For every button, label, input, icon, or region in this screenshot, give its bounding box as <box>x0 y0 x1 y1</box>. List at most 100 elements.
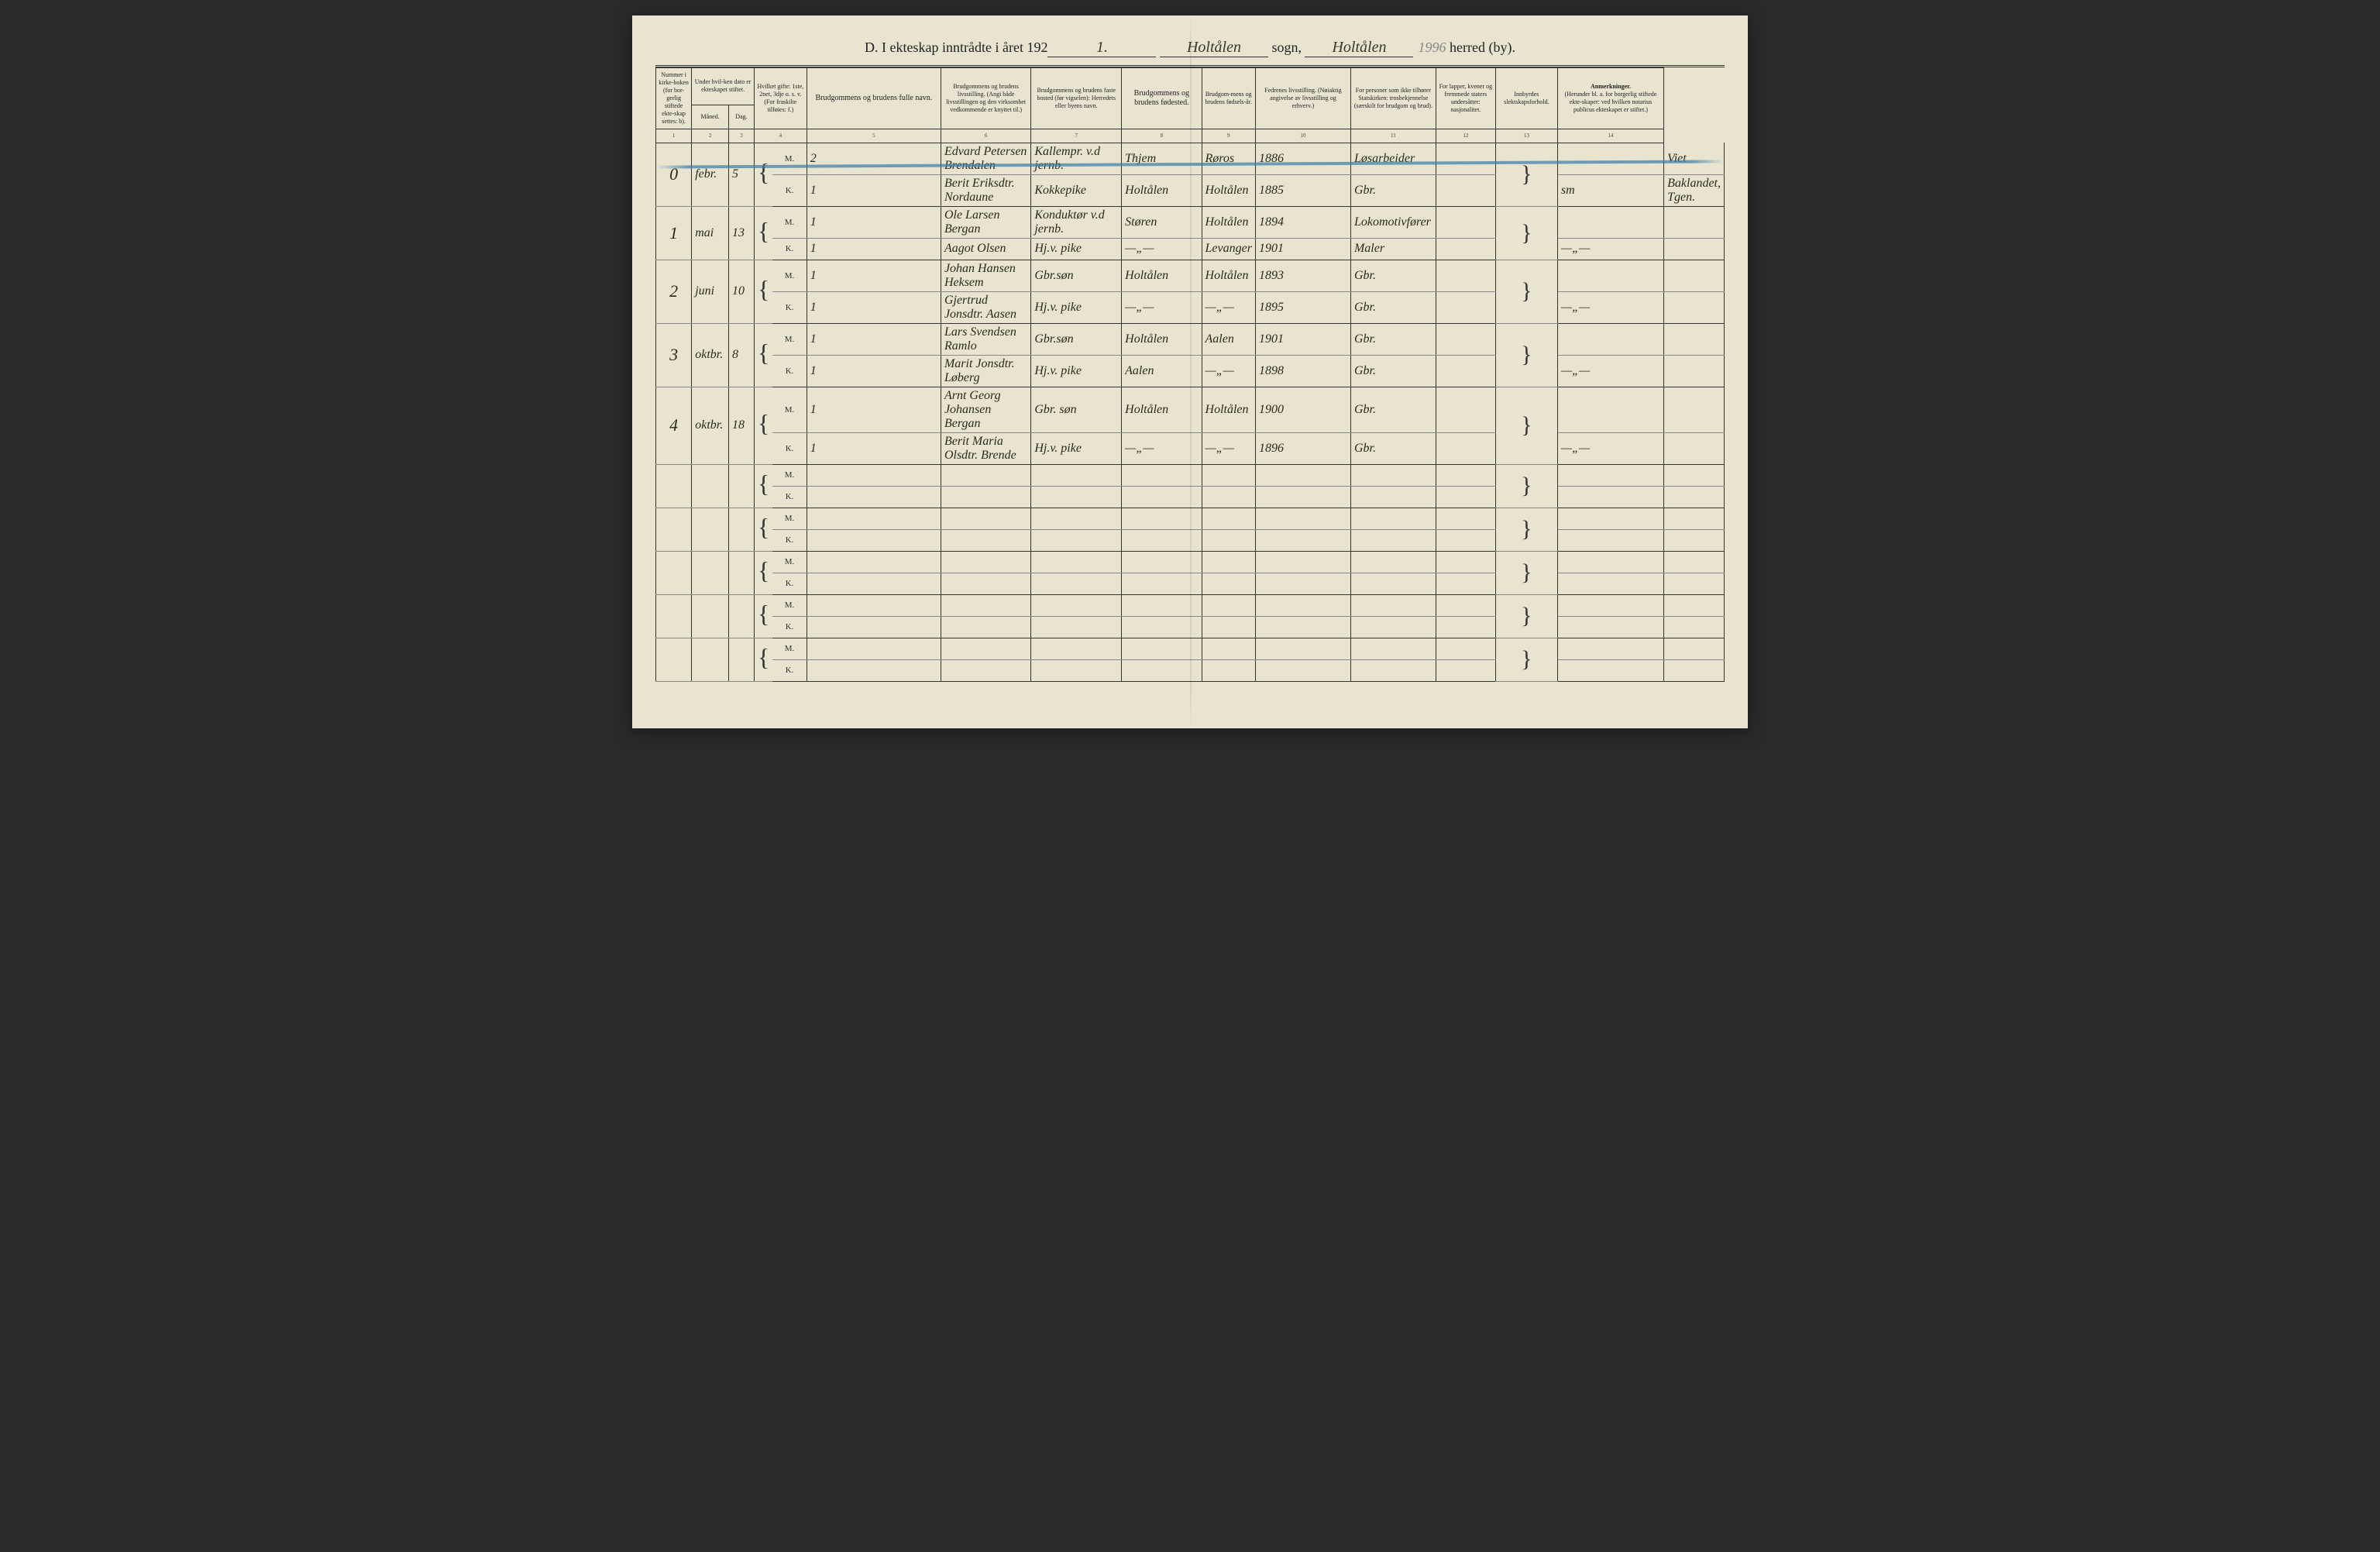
far-stilling <box>1350 486 1436 508</box>
tros <box>1436 508 1495 529</box>
full-name: Edvard Petersen Brendalen <box>941 143 1030 174</box>
stilling <box>1031 594 1122 616</box>
table-row: {M.} <box>656 551 1725 573</box>
day: 10 <box>728 260 754 323</box>
day: 8 <box>728 323 754 387</box>
slekt <box>1557 206 1663 238</box>
gifte <box>807 638 941 659</box>
day <box>728 551 754 594</box>
fodselsaar <box>1255 573 1350 594</box>
far-stilling <box>1350 659 1436 681</box>
bosted: Holtålen <box>1122 323 1202 355</box>
full-name <box>941 508 1030 529</box>
anmerkning <box>1664 594 1725 616</box>
mk-label: K. <box>772 573 807 594</box>
tros <box>1436 464 1495 486</box>
table-row: K. <box>656 573 1725 594</box>
anmerkning <box>1664 432 1725 464</box>
anmerkning <box>1664 260 1725 291</box>
gifte: 1 <box>807 432 941 464</box>
anmerkning <box>1664 464 1725 486</box>
tros <box>1436 323 1495 355</box>
month <box>692 551 729 594</box>
fodselsaar: 1893 <box>1255 260 1350 291</box>
slekt <box>1557 143 1663 174</box>
gifte <box>807 464 941 486</box>
full-name <box>941 529 1030 551</box>
mk-label: K. <box>772 659 807 681</box>
right-bracket: } <box>1495 508 1557 551</box>
anmerkning <box>1664 551 1725 573</box>
tros <box>1436 174 1495 206</box>
entry-number <box>656 551 692 594</box>
anmerkning <box>1664 323 1725 355</box>
col-number: 14 <box>1557 129 1663 143</box>
tros <box>1436 551 1495 573</box>
gifte <box>807 486 941 508</box>
col-number: 7 <box>1031 129 1122 143</box>
stilling: Kokkepike <box>1031 174 1122 206</box>
stilling <box>1031 486 1122 508</box>
fodested <box>1202 638 1255 659</box>
col-number: 8 <box>1122 129 1202 143</box>
full-name: Lars Svendsen Ramlo <box>941 323 1030 355</box>
far-stilling <box>1350 573 1436 594</box>
gifte: 2 <box>807 143 941 174</box>
hdr-bosted: Brudgommens og brudens faste bosted (før… <box>1031 68 1122 129</box>
ledger-page: D. I ekteskap inntrådte i året 1921. Hol… <box>632 15 1748 728</box>
tros <box>1436 143 1495 174</box>
fodested: Holtålen <box>1202 260 1255 291</box>
bracket: { <box>754 464 772 508</box>
fodested <box>1202 551 1255 573</box>
mk-label: M. <box>772 206 807 238</box>
slekt <box>1557 616 1663 638</box>
bracket: { <box>754 143 772 206</box>
stilling <box>1031 659 1122 681</box>
fodselsaar <box>1255 594 1350 616</box>
tros <box>1436 432 1495 464</box>
table-header: Nummer i kirke-boken (for bor-gerlig sti… <box>656 68 1725 143</box>
table-row: K.1Gjertrud Jonsdtr. AasenHj.v. pike—„——… <box>656 291 1725 323</box>
bosted: —„— <box>1122 291 1202 323</box>
hdr-name: Brudgommens og brudens fulle navn. <box>807 68 941 129</box>
table-row: 4oktbr.18{M.1Arnt Georg Johansen BerganG… <box>656 387 1725 432</box>
full-name <box>941 638 1030 659</box>
mk-label: M. <box>772 551 807 573</box>
full-name <box>941 616 1030 638</box>
bosted: Holtålen <box>1122 260 1202 291</box>
gifte <box>807 529 941 551</box>
day <box>728 508 754 551</box>
far-stilling <box>1350 464 1436 486</box>
table-row: {M.} <box>656 508 1725 529</box>
stilling: Hj.v. pike <box>1031 291 1122 323</box>
gifte: 1 <box>807 206 941 238</box>
title-herred: Holtålen <box>1305 39 1413 57</box>
full-name: Berit Maria Olsdtr. Brende <box>941 432 1030 464</box>
month <box>692 508 729 551</box>
tros <box>1436 573 1495 594</box>
stilling: Gbr.søn <box>1031 260 1122 291</box>
bracket: { <box>754 508 772 551</box>
slekt: —„— <box>1557 432 1663 464</box>
hdr-nasj: For lapper, kvener og fremmede staters u… <box>1436 68 1495 129</box>
full-name <box>941 464 1030 486</box>
entry-number: 3 <box>656 323 692 387</box>
bosted <box>1122 659 1202 681</box>
anmerkning <box>1664 659 1725 681</box>
mk-label: M. <box>772 638 807 659</box>
entry-number <box>656 464 692 508</box>
fodselsaar: 1894 <box>1255 206 1350 238</box>
fodselsaar <box>1255 551 1350 573</box>
month: juni <box>692 260 729 323</box>
bosted: Støren <box>1122 206 1202 238</box>
fodselsaar: 1896 <box>1255 432 1350 464</box>
slekt <box>1557 659 1663 681</box>
full-name: Johan Hansen Heksem <box>941 260 1030 291</box>
right-bracket: } <box>1495 464 1557 508</box>
tros <box>1436 206 1495 238</box>
gifte: 1 <box>807 323 941 355</box>
tros <box>1436 594 1495 616</box>
catalog-number: 1996 <box>1418 40 1446 55</box>
stilling: Kallempr. v.d jernb. <box>1031 143 1122 174</box>
gifte: 1 <box>807 174 941 206</box>
